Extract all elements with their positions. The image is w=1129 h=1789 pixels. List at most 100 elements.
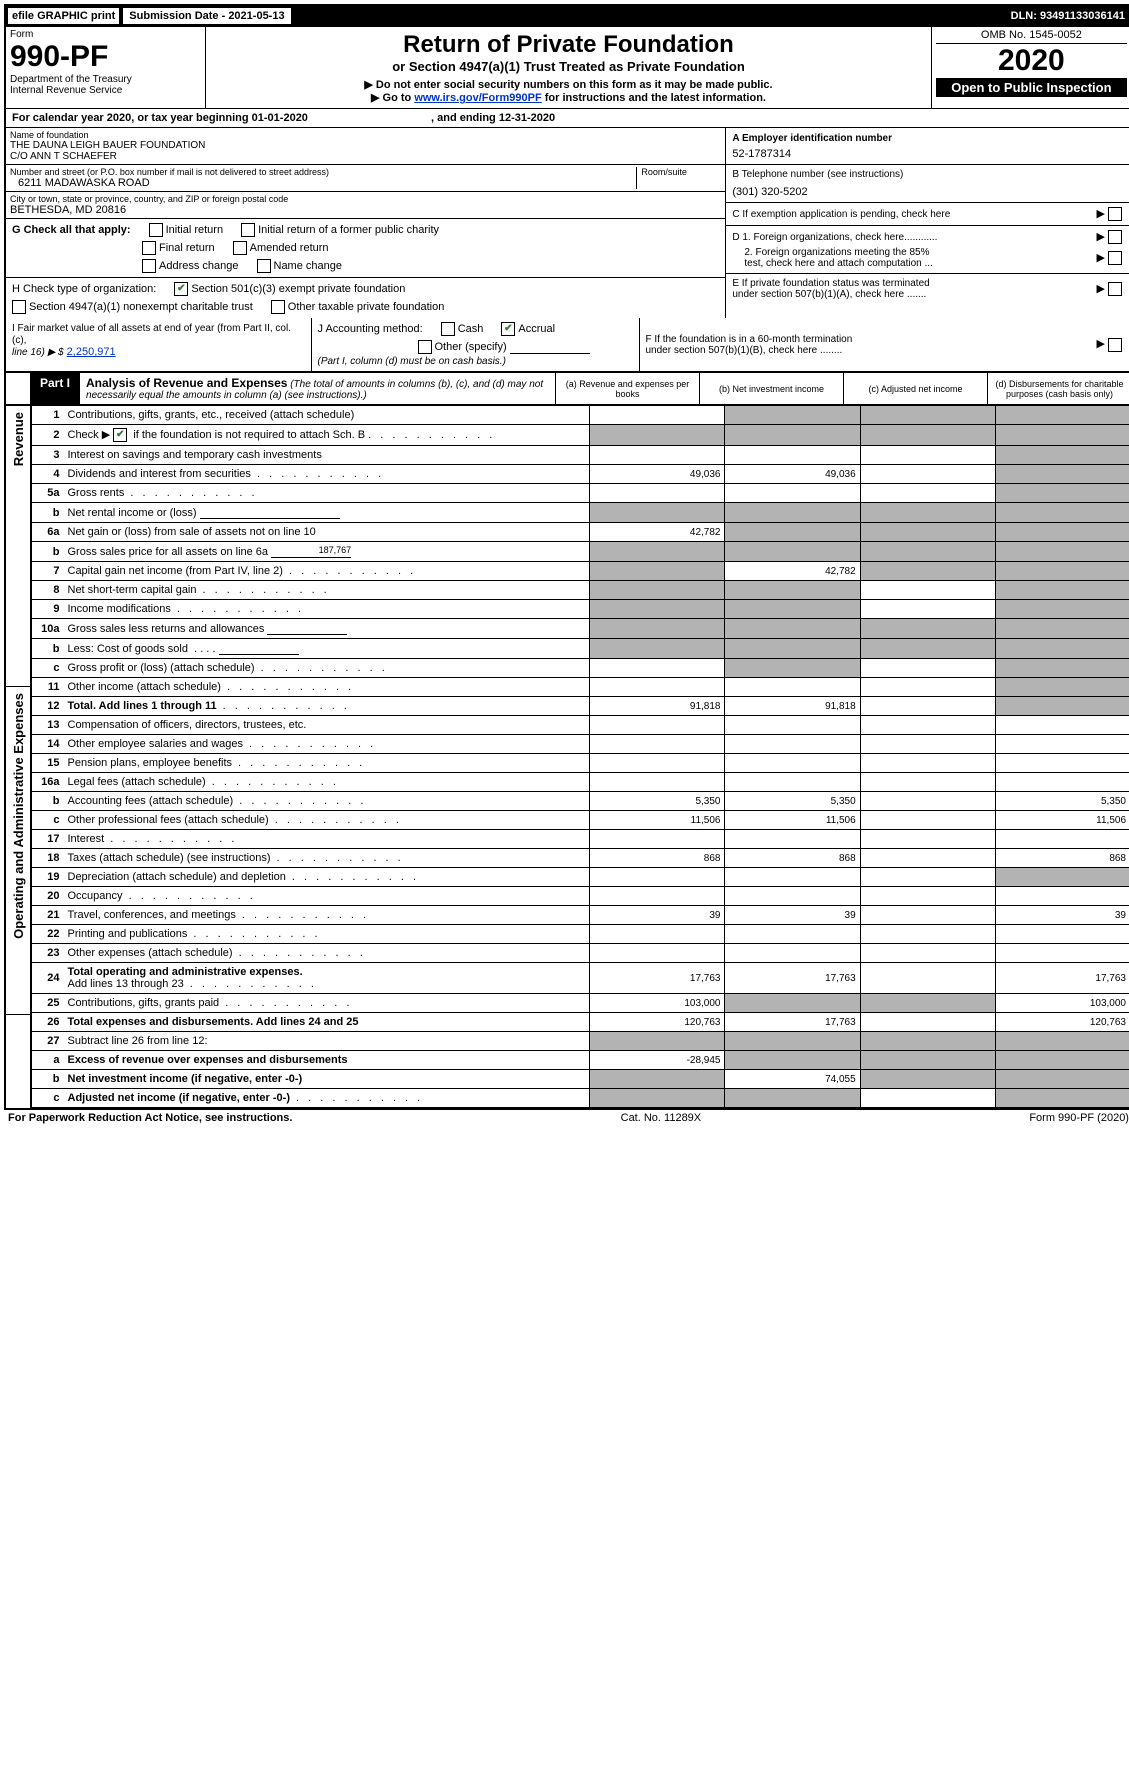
row-26: 26Total expenses and disbursements. Add … xyxy=(32,1013,1129,1032)
chk-final[interactable]: Final return xyxy=(142,241,215,255)
row-7: 7Capital gain net income (from Part IV, … xyxy=(32,562,1129,581)
j-label: J Accounting method: xyxy=(318,323,423,335)
row-9: 9Income modifications xyxy=(32,600,1129,619)
row-16c: cOther professional fees (attach schedul… xyxy=(32,811,1129,830)
vertical-labels: Revenue Operating and Administrative Exp… xyxy=(6,405,31,1108)
row-17: 17Interest xyxy=(32,830,1129,849)
chk-cash[interactable]: Cash xyxy=(441,322,484,336)
tel-label: B Telephone number (see instructions) xyxy=(732,169,1125,180)
part1-header: Part I Analysis of Revenue and Expenses … xyxy=(6,373,1129,405)
chk-sch-b[interactable]: ✔ xyxy=(113,428,127,442)
efile-badge: efile GRAPHIC print xyxy=(8,8,119,24)
calendar-year-row: For calendar year 2020, or tax year begi… xyxy=(6,109,1129,128)
j-note: (Part I, column (d) must be on cash basi… xyxy=(318,356,633,367)
chk-name-change[interactable]: Name change xyxy=(257,259,343,273)
bottom-label-spacer xyxy=(6,1014,31,1108)
room-label: Room/suite xyxy=(641,167,721,177)
row-27a: aExcess of revenue over expenses and dis… xyxy=(32,1051,1129,1070)
open-inspection: Open to Public Inspection xyxy=(936,78,1127,97)
row-5a: 5aGross rents xyxy=(32,484,1129,503)
chk-c[interactable] xyxy=(1108,207,1122,221)
row-19: 19Depreciation (attach schedule) and dep… xyxy=(32,868,1129,887)
col-d-hdr: (d) Disbursements for charitable purpose… xyxy=(987,373,1129,404)
chk-501c3[interactable]: ✔Section 501(c)(3) exempt private founda… xyxy=(174,282,405,296)
part1-body: Revenue Operating and Administrative Exp… xyxy=(6,405,1129,1108)
ein-label: A Employer identification number xyxy=(732,133,892,144)
chk-f[interactable] xyxy=(1108,338,1122,352)
col-b-hdr: (b) Net investment income xyxy=(699,373,843,404)
row-15: 15Pension plans, employee benefits xyxy=(32,754,1129,773)
omb-block: OMB No. 1545-0052 2020 Open to Public In… xyxy=(931,27,1129,108)
row-24: 24Total operating and administrative exp… xyxy=(32,963,1129,994)
chk-addr-change[interactable]: Address change xyxy=(142,259,239,273)
i-label: I Fair market value of all assets at end… xyxy=(12,323,291,346)
name-label: Name of foundation xyxy=(10,130,721,140)
row-27c: cAdjusted net income (if negative, enter… xyxy=(32,1089,1129,1108)
dln-number: DLN: 93491133036141 xyxy=(1005,8,1129,24)
row-23: 23Other expenses (attach schedule) xyxy=(32,944,1129,963)
cal-end: 12-31-2020 xyxy=(499,112,555,124)
cal-begin: 01-01-2020 xyxy=(252,112,308,124)
form-container: efile GRAPHIC print Submission Date - 20… xyxy=(4,4,1129,1110)
c-label: C If exemption application is pending, c… xyxy=(732,209,950,220)
f2: under section 507(b)(1)(B), check here .… xyxy=(646,345,843,356)
chk-initial[interactable]: Initial return xyxy=(149,223,223,237)
address-cell: Number and street (or P.O. box number if… xyxy=(6,165,725,192)
col-a-hdr: (a) Revenue and expenses per books xyxy=(555,373,699,404)
chk-other-taxable[interactable]: Other taxable private foundation xyxy=(271,300,445,314)
entity-right: A Employer identification number 52-1787… xyxy=(725,128,1129,318)
tel-value: (301) 320-5202 xyxy=(732,186,1125,198)
row-10a: 10aGross sales less returns and allowanc… xyxy=(32,619,1129,639)
chk-e[interactable] xyxy=(1108,282,1122,296)
g-label: G Check all that apply: xyxy=(12,224,131,236)
row-22: 22Printing and publications xyxy=(32,925,1129,944)
form-header: Form 990-PF Department of the Treasury I… xyxy=(6,27,1129,109)
section-j: J Accounting method: Cash ✔Accrual Other… xyxy=(312,318,640,371)
row-27b: bNet investment income (if negative, ent… xyxy=(32,1070,1129,1089)
irs-label: Internal Revenue Service xyxy=(10,85,201,96)
ijf-row: I Fair market value of all assets at end… xyxy=(6,318,1129,373)
chk-amended[interactable]: Amended return xyxy=(233,241,329,255)
revenue-label: Revenue xyxy=(6,405,31,686)
goto-line: ▶ Go to www.irs.gov/Form990PF for instru… xyxy=(212,91,925,104)
goto-pre: ▶ Go to xyxy=(371,92,414,104)
chk-initial-former[interactable]: Initial return of a former public charit… xyxy=(241,223,439,237)
d2a: 2. Foreign organizations meeting the 85% xyxy=(744,247,929,258)
row-11: 11Other income (attach schedule) xyxy=(32,678,1129,697)
row-27: 27Subtract line 26 from line 12: xyxy=(32,1032,1129,1051)
cal-mid: , and ending xyxy=(431,112,499,124)
other-specify-blank xyxy=(510,341,590,354)
form-number: 990-PF xyxy=(10,40,201,74)
fmv-value-link[interactable]: 2,250,971 xyxy=(67,346,116,358)
chk-accrual[interactable]: ✔Accrual xyxy=(501,322,555,336)
chk-other-method[interactable]: Other (specify) xyxy=(418,341,507,353)
form-number-block: Form 990-PF Department of the Treasury I… xyxy=(6,27,206,108)
section-c: C If exemption application is pending, c… xyxy=(726,203,1129,226)
chk-d2[interactable] xyxy=(1108,251,1122,265)
foundation-name-2: C/O ANN T SCHAEFER xyxy=(10,151,721,162)
part1-badge: Part I xyxy=(30,373,80,404)
part1-table: 1Contributions, gifts, grants, etc., rec… xyxy=(31,405,1129,1108)
submission-date: Submission Date - 2021-05-13 xyxy=(123,8,290,24)
efile-topbar: efile GRAPHIC print Submission Date - 20… xyxy=(6,6,1129,27)
row-13: 13Compensation of officers, directors, t… xyxy=(32,716,1129,735)
tax-year: 2020 xyxy=(936,44,1127,78)
row-16b: bAccounting fees (attach schedule)5,3505… xyxy=(32,792,1129,811)
chk-d1[interactable] xyxy=(1108,230,1122,244)
irs-link[interactable]: www.irs.gov/Form990PF xyxy=(414,92,541,104)
row-16a: 16aLegal fees (attach schedule) xyxy=(32,773,1129,792)
d1-label: D 1. Foreign organizations, check here..… xyxy=(732,232,937,243)
section-f: F If the foundation is in a 60-month ter… xyxy=(640,318,1129,371)
row-10c: cGross profit or (loss) (attach schedule… xyxy=(32,659,1129,678)
row-4: 4Dividends and interest from securities4… xyxy=(32,465,1129,484)
row-3: 3Interest on savings and temporary cash … xyxy=(32,446,1129,465)
foundation-name-cell: Name of foundation THE DAUNA LEIGH BAUER… xyxy=(6,128,725,165)
form-subtitle: or Section 4947(a)(1) Trust Treated as P… xyxy=(212,59,925,74)
chk-4947[interactable]: Section 4947(a)(1) nonexempt charitable … xyxy=(12,300,253,314)
page-footer: For Paperwork Reduction Act Notice, see … xyxy=(4,1110,1129,1126)
row-18: 18Taxes (attach schedule) (see instructi… xyxy=(32,849,1129,868)
row-2: 2Check ▶ ✔ if the foundation is not requ… xyxy=(32,425,1129,446)
city-label: City or town, state or province, country… xyxy=(10,194,721,204)
e2: under section 507(b)(1)(A), check here .… xyxy=(732,289,926,300)
row-14: 14Other employee salaries and wages xyxy=(32,735,1129,754)
